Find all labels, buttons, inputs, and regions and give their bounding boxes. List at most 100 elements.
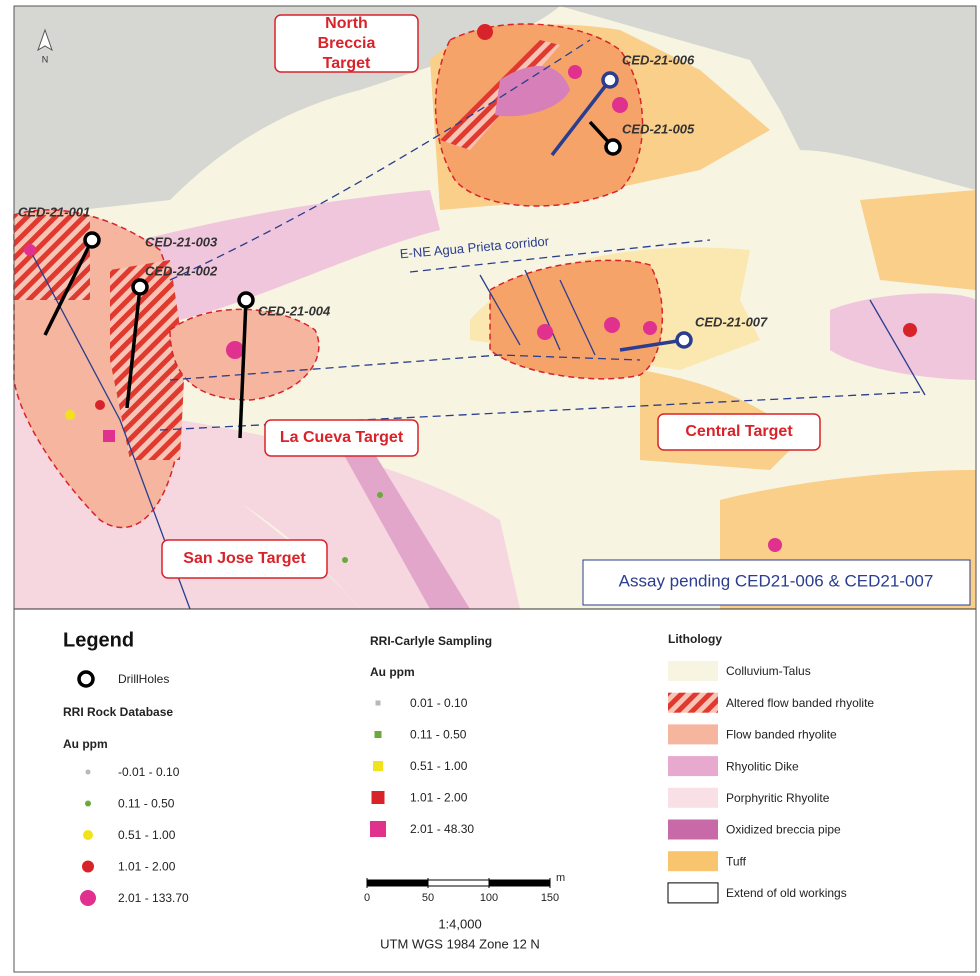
- sample: [903, 323, 917, 337]
- scale-label: 100: [480, 892, 498, 904]
- altered-rhyolite: [14, 215, 90, 300]
- lithology-swatch: [668, 724, 718, 745]
- sample-class: 2.01 - 48.30: [410, 822, 474, 836]
- north-breccia-zone: [434, 23, 644, 207]
- sampling-unit: Au ppm: [370, 665, 415, 679]
- legend-items: -0.01 - 0.10 0.11 - 0.50 0.51 - 1.00 1.01 -…: [80, 661, 874, 906]
- lithology-swatch: [667, 882, 719, 904]
- legend-title: Legend: [63, 629, 134, 651]
- lithology-class: Extend of old workings: [726, 886, 847, 900]
- samples: [24, 24, 917, 563]
- callout: La Cueva Target: [280, 429, 403, 446]
- sample: [103, 430, 115, 442]
- lithology-swatch: [668, 692, 718, 713]
- drillhole-label: CED-21-005: [622, 121, 695, 136]
- rock-db-unit: Au ppm: [63, 737, 108, 751]
- sample: [377, 492, 383, 498]
- lithology-swatch: [668, 819, 718, 840]
- scale-segment: [488, 879, 551, 887]
- lithology-swatch: [668, 756, 718, 777]
- scale-label: 150: [541, 892, 559, 904]
- bedrock: [14, 6, 560, 215]
- sample: [768, 538, 782, 552]
- tuff: [860, 190, 976, 290]
- drillhole-label: CED-21-004: [258, 303, 331, 318]
- drill-collar: [237, 291, 255, 309]
- drill-collar: [675, 331, 693, 349]
- scale-ratio: 1:4,000: [438, 916, 481, 931]
- callout: San Jose Target: [183, 550, 306, 567]
- lithology-class: Tuff: [726, 854, 747, 868]
- rock-class: 2.01 - 133.70: [118, 891, 189, 905]
- note-box: [582, 559, 971, 606]
- drill-trace: [619, 338, 685, 352]
- sample-symbol: [375, 700, 381, 706]
- drillhole-label: CED-21-006: [622, 52, 695, 67]
- rhyolitic-dike: [830, 293, 976, 380]
- drillhole-label: CED-21-007: [695, 314, 768, 329]
- rock-class: 0.51 - 1.00: [118, 828, 176, 842]
- bedrock: [560, 6, 976, 190]
- scale-bar: 0 50 100 150 m: [364, 872, 565, 904]
- callouts: North Breccia Target La Cueva Target Centr…: [161, 14, 821, 579]
- lithology-class: Flow banded rhyolite: [726, 728, 837, 742]
- sample: [95, 400, 105, 410]
- sample: [24, 244, 36, 256]
- central-zone: [489, 259, 664, 380]
- lithology-class: Oxidized breccia pipe: [726, 823, 841, 837]
- north-arrow: [37, 28, 53, 52]
- lithology-title: Lithology: [668, 632, 722, 646]
- sample-class: 0.51 - 1.00: [410, 759, 468, 773]
- callout-label: North Breccia Target: [317, 15, 376, 72]
- rock-db-title: RRI Rock Database: [63, 705, 173, 719]
- drill-collar: [601, 71, 619, 89]
- lithology-swatch: [668, 787, 718, 808]
- lithology-swatch: [668, 851, 718, 872]
- sample: [568, 65, 582, 79]
- scale-segment: [427, 879, 490, 887]
- drill-trace: [43, 239, 94, 336]
- sample: [612, 97, 628, 113]
- rhyolitic-dike: [330, 430, 470, 609]
- drillhole-symbol: [77, 670, 95, 688]
- drill-trace: [125, 286, 142, 409]
- callout-label: Central Target: [685, 423, 793, 440]
- sample: [477, 24, 493, 40]
- rock-class: 1.01 - 2.00: [118, 860, 176, 874]
- lithology-class: Altered flow banded rhyolite: [726, 696, 874, 710]
- callout-label: San Jose Target: [183, 550, 306, 567]
- scale-unit: m: [556, 872, 565, 884]
- callout-box: [274, 14, 419, 73]
- faults: [159, 39, 921, 431]
- map: N E-NE Agua Prieta corridor Assay pendin…: [13, 6, 976, 610]
- lithology-class: Porphyritic Rhyolite: [726, 791, 830, 805]
- sample: [643, 321, 657, 335]
- lithology-class: Colluvium-Talus: [726, 664, 811, 678]
- sample-class: 0.01 - 0.10: [410, 696, 468, 710]
- scale-label: 0: [364, 892, 370, 904]
- rock-symbol: [83, 830, 93, 840]
- drill-collar: [83, 231, 101, 249]
- rock-symbol: [80, 890, 96, 906]
- drillhole-label: CED-21-003: [145, 234, 218, 249]
- callout: Central Target: [685, 423, 793, 440]
- frame: [13, 5, 977, 973]
- lithology-swatch: [668, 661, 718, 681]
- drillhole-label: DrillHoles: [118, 672, 169, 686]
- rock-class: 0.11 - 0.50: [118, 797, 175, 811]
- note: Assay pending CED21-006 & CED21-007: [619, 571, 934, 590]
- callout: North Breccia Target: [317, 15, 376, 72]
- sample-symbol: [370, 821, 386, 837]
- drillholes: CED-21-001 CED-21-003 CED-21-002 CED-21-004…: [18, 52, 768, 439]
- drill-trace: [550, 78, 612, 157]
- rock-symbol: [85, 769, 91, 775]
- sample: [342, 557, 348, 563]
- sample-symbol: [373, 761, 383, 771]
- sample: [65, 410, 75, 420]
- drillhole-label: CED-21-002: [145, 263, 218, 278]
- rock-symbol: [82, 860, 94, 873]
- callout-box: [657, 413, 821, 451]
- drillhole-label: CED-21-001: [18, 204, 90, 219]
- rhyolitic-dike: [140, 190, 440, 320]
- projection: UTM WGS 1984 Zone 12 N: [380, 936, 540, 951]
